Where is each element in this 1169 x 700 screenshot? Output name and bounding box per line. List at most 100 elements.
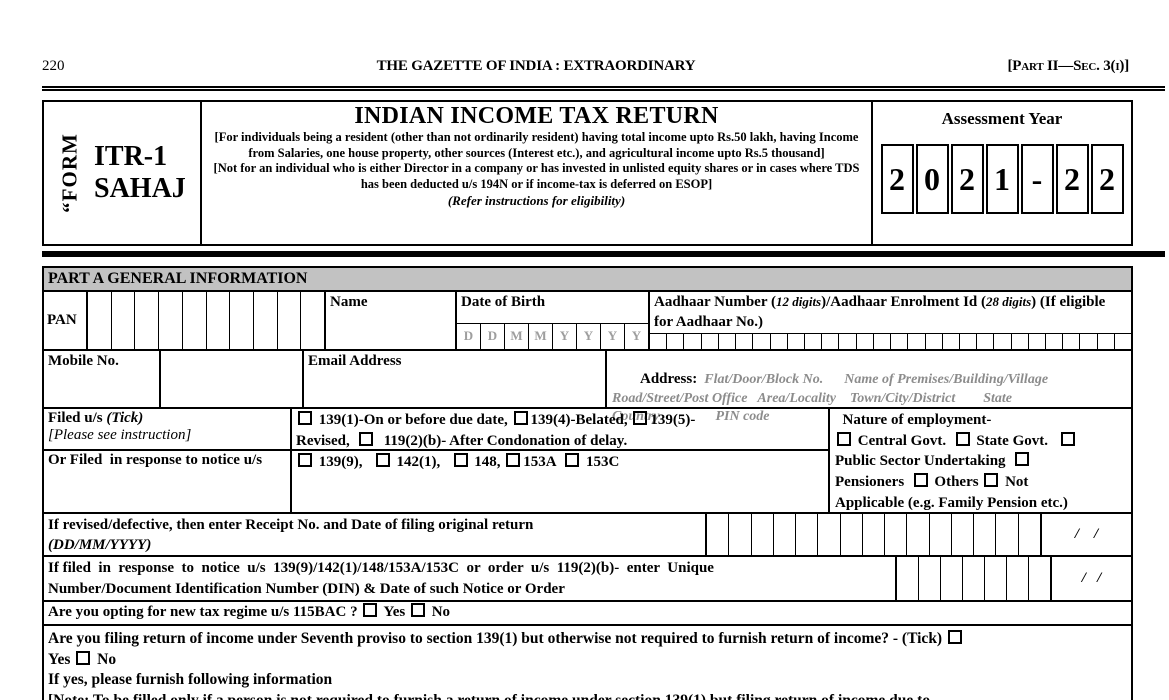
checkbox-icon[interactable] bbox=[947, 630, 962, 644]
aadhaar-box[interactable] bbox=[736, 333, 754, 349]
receipt-no-box[interactable] bbox=[885, 514, 908, 555]
checkbox-icon[interactable] bbox=[513, 411, 528, 425]
receipt-no-box[interactable] bbox=[863, 514, 886, 555]
receipt-no-box[interactable] bbox=[796, 514, 819, 555]
dob-box[interactable]: Y bbox=[601, 324, 625, 349]
dob-box[interactable]: D bbox=[481, 324, 505, 349]
receipt-no-box[interactable] bbox=[729, 514, 752, 555]
aadhaar-label-part: ) (If eligible for Aadhaar No.) bbox=[654, 294, 1106, 331]
form-header-box: “FORM ITR-1 SAHAJ INDIAN INCOME TAX RETU… bbox=[42, 100, 1133, 246]
receipt-no-box[interactable] bbox=[707, 514, 730, 555]
checkbox-icon[interactable] bbox=[955, 431, 970, 446]
checkbox-icon[interactable] bbox=[633, 411, 648, 425]
pan-box[interactable] bbox=[230, 292, 254, 349]
aadhaar-box[interactable] bbox=[702, 333, 719, 349]
mobile-input-area[interactable] bbox=[161, 351, 304, 407]
aadhaar-box[interactable] bbox=[857, 333, 874, 349]
din-box[interactable] bbox=[1029, 557, 1050, 600]
aadhaar-box[interactable] bbox=[926, 333, 943, 349]
checkbox-icon[interactable] bbox=[984, 473, 999, 488]
receipt-no-box[interactable] bbox=[974, 514, 997, 555]
pan-box[interactable] bbox=[301, 292, 324, 349]
aadhaar-box[interactable] bbox=[667, 333, 685, 349]
receipt-no-box[interactable] bbox=[752, 514, 774, 555]
pan-box[interactable] bbox=[254, 292, 278, 349]
email-input-area[interactable]: Email Address bbox=[304, 351, 607, 407]
aadhaar-box[interactable] bbox=[960, 333, 978, 349]
aadhaar-box[interactable] bbox=[839, 333, 857, 349]
checkbox-icon[interactable] bbox=[453, 453, 468, 467]
checkbox-icon[interactable] bbox=[913, 473, 928, 488]
din-box[interactable] bbox=[1007, 557, 1029, 600]
aadhaar-box[interactable] bbox=[908, 333, 926, 349]
dob-box[interactable]: Y bbox=[631, 328, 642, 343]
checkbox-icon[interactable] bbox=[410, 603, 425, 617]
pan-box[interactable] bbox=[135, 292, 160, 349]
checkbox-icon[interactable] bbox=[506, 453, 521, 467]
checkbox-icon[interactable] bbox=[1061, 431, 1076, 446]
receipt-no-box[interactable] bbox=[774, 514, 797, 555]
aadhaar-box[interactable] bbox=[788, 333, 805, 349]
eligibility-note: [For individuals being a resident (other… bbox=[214, 130, 859, 160]
aadhaar-box[interactable] bbox=[822, 333, 840, 349]
checkbox-icon[interactable] bbox=[298, 453, 312, 467]
dob-box[interactable]: Y bbox=[577, 324, 601, 349]
pan-box[interactable] bbox=[112, 292, 136, 349]
checkbox-icon[interactable] bbox=[363, 603, 378, 617]
aadhaar-box[interactable] bbox=[1046, 333, 1064, 349]
aadhaar-box[interactable] bbox=[1012, 333, 1029, 349]
aadhaar-box[interactable] bbox=[805, 333, 823, 349]
checkbox-icon[interactable] bbox=[1015, 452, 1030, 467]
receipt-no-box[interactable] bbox=[841, 514, 863, 555]
receipt-no-box[interactable] bbox=[952, 514, 975, 555]
dob-box[interactable]: Y bbox=[553, 324, 577, 349]
aadhaar-box[interactable] bbox=[1115, 334, 1131, 350]
din-box[interactable] bbox=[897, 557, 919, 600]
address-cell[interactable]: Address: Flat/Door/Block No. Name of Pre… bbox=[607, 351, 1131, 424]
dob-box[interactable]: D bbox=[457, 324, 481, 349]
section-divider-bar bbox=[42, 251, 1165, 257]
aadhaar-box[interactable] bbox=[753, 333, 771, 349]
checkbox-icon[interactable] bbox=[375, 453, 390, 467]
checkbox-icon[interactable] bbox=[359, 431, 374, 446]
aadhaar-box[interactable] bbox=[943, 333, 960, 349]
aadhaar-box[interactable] bbox=[650, 333, 668, 349]
checkbox-icon[interactable] bbox=[298, 411, 312, 425]
aadhaar-box[interactable] bbox=[1098, 333, 1115, 349]
checkbox-icon[interactable] bbox=[565, 453, 580, 467]
receipt-no-box[interactable] bbox=[818, 514, 841, 555]
original-return-date-cell[interactable]: / / bbox=[1074, 526, 1099, 542]
email-label: Email Address bbox=[308, 353, 402, 369]
aadhaar-box[interactable] bbox=[684, 333, 702, 349]
name-input-area[interactable]: Name bbox=[326, 292, 457, 349]
aadhaar-box[interactable] bbox=[874, 333, 892, 349]
aadhaar-box[interactable] bbox=[994, 333, 1012, 349]
pan-box[interactable] bbox=[88, 292, 112, 349]
din-box[interactable] bbox=[985, 557, 1007, 600]
pan-box[interactable] bbox=[183, 292, 207, 349]
receipt-no-box[interactable] bbox=[996, 514, 1019, 555]
aadhaar-box[interactable] bbox=[771, 333, 788, 349]
receipt-no-box[interactable] bbox=[1019, 514, 1040, 555]
receipt-no-box[interactable] bbox=[907, 514, 930, 555]
pan-box[interactable] bbox=[159, 292, 183, 349]
aadhaar-box[interactable] bbox=[891, 333, 909, 349]
din-box[interactable] bbox=[941, 557, 963, 600]
gazette-header: 220 THE GAZETTE OF INDIA : EXTRAORDINARY… bbox=[42, 58, 1129, 75]
pan-box[interactable] bbox=[278, 292, 302, 349]
aadhaar-box[interactable] bbox=[1080, 333, 1098, 349]
notice-date-cell[interactable]: / / bbox=[1081, 570, 1102, 586]
dob-box[interactable]: M bbox=[529, 324, 553, 349]
aadhaar-box[interactable] bbox=[977, 333, 995, 349]
receipt-no-box[interactable] bbox=[930, 514, 952, 555]
pan-box[interactable] bbox=[207, 292, 231, 349]
din-box[interactable] bbox=[963, 557, 985, 600]
checkbox-icon[interactable] bbox=[76, 650, 91, 665]
filed-label-column: Filed u/s (Tick) [Please see instruction… bbox=[44, 409, 292, 512]
aadhaar-box[interactable] bbox=[1029, 333, 1047, 349]
dob-box[interactable]: M bbox=[505, 324, 529, 349]
checkbox-icon[interactable] bbox=[837, 431, 851, 446]
din-box[interactable] bbox=[919, 557, 941, 600]
aadhaar-box[interactable] bbox=[1063, 333, 1081, 349]
aadhaar-box[interactable] bbox=[719, 333, 737, 349]
